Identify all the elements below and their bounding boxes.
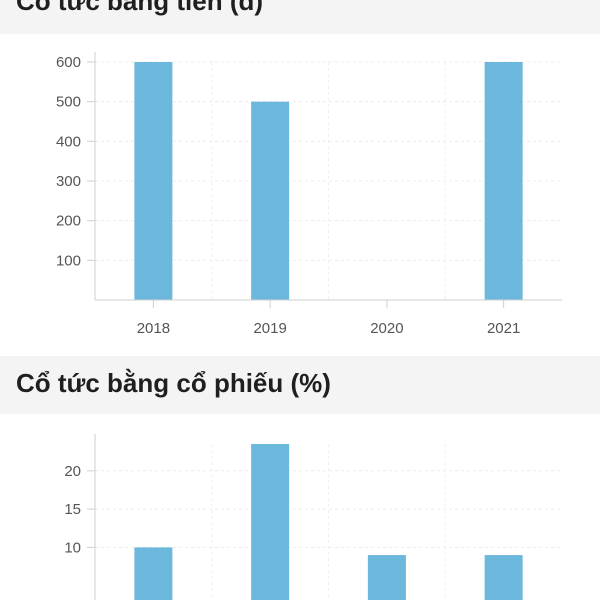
bar-cash-2019 <box>251 101 290 301</box>
section-title-cash-dividend: Cổ tức bằng tiền (đ) <box>16 0 264 16</box>
y-tick-label: 500 <box>56 94 81 111</box>
bar-stock-2020 <box>367 555 406 600</box>
x-tick-label: 2020 <box>370 320 403 337</box>
y-tick-label: 600 <box>56 54 81 71</box>
x-tick-label: 2018 <box>137 320 170 337</box>
y-tick-label: 10 <box>64 539 81 556</box>
cash-dividend-chart: 100 200 300 400 500 600 2018 2019 2020 2021 <box>56 52 562 337</box>
y-tick-label: 15 <box>64 501 81 518</box>
y-tick-label: 200 <box>56 213 81 230</box>
x-tick-label: 2019 <box>253 320 286 337</box>
y-tick-label: 400 <box>56 133 81 150</box>
stock-dividend-chart: 10 15 20 <box>64 434 562 600</box>
y-tick-label: 20 <box>64 463 81 480</box>
section-title-stock-dividend: Cổ tức bằng cổ phiếu (%) <box>16 368 331 398</box>
bar-cash-2018 <box>134 62 173 300</box>
y-tick-label: 300 <box>56 173 81 190</box>
x-tick-label: 2021 <box>487 320 520 337</box>
section-header-stock-dividend: Cổ tức bằng cổ phiếu (%) <box>0 356 600 414</box>
bar-stock-2019 <box>251 444 290 600</box>
bar-stock-2021 <box>484 555 523 600</box>
section-header-cash-dividend: Cổ tức bằng tiền (đ) <box>0 0 600 34</box>
bar-stock-2018 <box>134 547 173 600</box>
y-tick-label: 100 <box>56 252 81 269</box>
bar-cash-2021 <box>484 62 523 300</box>
